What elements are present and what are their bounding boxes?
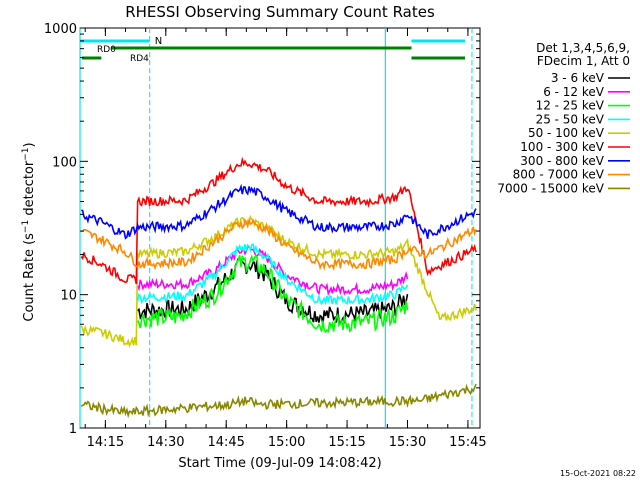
rd0-label: RD0	[97, 45, 116, 55]
series-line	[80, 383, 477, 419]
legend-entry-label: 3 - 6 keV	[551, 71, 605, 85]
x-tick-label: 14:15	[87, 435, 124, 450]
annotation-bars: N RD0 RD4	[79, 28, 473, 428]
x-axis-label: Start Time (09-Jul-09 14:08:42)	[178, 456, 381, 471]
legend-header-line: FDecim 1, Att 0	[537, 54, 630, 68]
x-tick-label: 15:00	[268, 435, 305, 450]
footer-timestamp: 15-Oct-2021 08:22	[560, 469, 636, 478]
y-tick-label: 1	[69, 422, 77, 437]
series-line	[136, 253, 409, 334]
y-tick-label: 1000	[44, 22, 77, 37]
legend-entry-label: 50 - 100 keV	[528, 126, 605, 140]
y-tick-label: 100	[52, 155, 77, 170]
x-tick-label: 15:15	[328, 435, 365, 450]
series-line	[80, 156, 477, 285]
legend-entry-label: 800 - 7000 keV	[513, 168, 605, 182]
x-tick-label: 15:30	[389, 435, 426, 450]
x-tick-label: 14:45	[207, 435, 244, 450]
rd4-label: RD4	[130, 54, 149, 64]
chart-title: RHESSI Observing Summary Count Rates	[125, 3, 435, 21]
attenuator-label: N	[155, 36, 162, 47]
x-tick-label: 14:30	[147, 435, 184, 450]
legend-entry-label: 25 - 50 keV	[536, 112, 605, 126]
legend-entry-label: 12 - 25 keV	[536, 99, 605, 113]
series-line	[80, 217, 477, 272]
legend-entry-label: 100 - 300 keV	[520, 140, 604, 154]
x-tick-label: 15:45	[449, 435, 486, 450]
series-line	[136, 243, 409, 306]
legend-entry-label: 300 - 800 keV	[520, 154, 604, 168]
series-layer	[80, 156, 477, 419]
series-line	[80, 214, 477, 348]
series-line	[81, 183, 477, 240]
y-axis-label: Count Rate (s−1 detector−1)	[21, 142, 37, 321]
legend-entry-label: 7000 - 15000 keV	[497, 181, 604, 195]
axes-layer: 14:15 14:30 14:45 15:00 15:15 15:30 15:45 1 10 10…	[44, 22, 487, 450]
legend-header-line: Det 1,3,4,5,6,9,	[536, 41, 630, 55]
y-tick-label: 10	[60, 289, 77, 304]
legend-entry-label: 6 - 12 keV	[543, 85, 605, 99]
legend: Det 1,3,4,5,6,9,FDecim 1, Att 0 3 - 6 keV…	[497, 41, 630, 195]
